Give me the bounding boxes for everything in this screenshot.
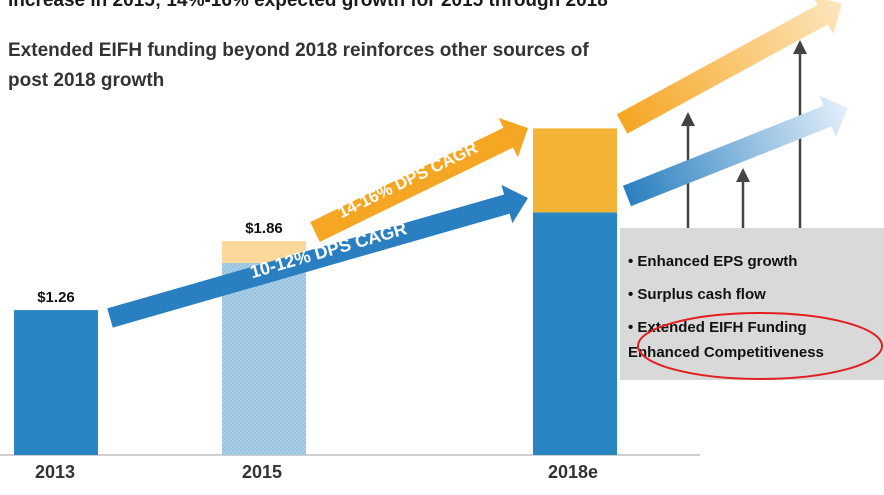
- bullet-dot: •: [628, 319, 637, 336]
- subtitle: Extended EIFH funding beyond 2018 reinfo…: [8, 40, 589, 91]
- cagr-arrow-orange-shape: [310, 117, 528, 242]
- bullet-text: Surplus cash flow: [637, 286, 766, 303]
- up-arrow-head: [793, 40, 807, 54]
- cagr-arrow-orange: [310, 117, 528, 242]
- x-tick-label: 2013: [35, 462, 75, 482]
- bullet: • Enhanced EPS growth: [628, 253, 797, 270]
- value-label: $1.86: [245, 220, 283, 237]
- bar: [533, 212, 617, 455]
- bar: [222, 262, 306, 455]
- value-label: $1.26: [37, 289, 75, 306]
- growth-arrow-orange: [616, 0, 843, 134]
- bullet-text: Enhanced EPS growth: [637, 253, 797, 270]
- bullet-text: Enhanced Competitiveness: [628, 344, 824, 361]
- bullet-box: [620, 228, 884, 380]
- bullet-text: Extended EIFH Funding: [637, 319, 806, 336]
- cagr-arrow-blue-shape: [107, 184, 528, 328]
- cagr-arrow-blue: [107, 184, 528, 328]
- bullet: • Extended EIFH Funding: [628, 319, 807, 336]
- x-tick-label: 2018e: [548, 462, 598, 482]
- highlight-ellipse: [637, 312, 883, 380]
- bullet: • Surplus cash flow: [628, 286, 766, 303]
- bar: [533, 128, 617, 213]
- up-arrow-head: [681, 112, 695, 126]
- bar: [14, 310, 98, 455]
- bullet-dot: •: [628, 286, 637, 303]
- growth-arrow-orange-shape: [616, 0, 843, 134]
- up-arrow-head: [736, 168, 750, 182]
- bullet: Enhanced Competitiveness: [628, 344, 824, 361]
- x-tick-label: 2015: [242, 462, 282, 482]
- subtitle-line: Extended EIFH funding beyond 2018 reinfo…: [8, 40, 589, 61]
- subtitle-line: post 2018 growth: [8, 70, 164, 91]
- title: increase in 2015; 14%-16% expected growt…: [8, 0, 608, 11]
- bullet-dot: •: [628, 253, 637, 270]
- growth-arrow-blue: [622, 95, 849, 207]
- growth-arrow-blue-shape: [622, 95, 849, 207]
